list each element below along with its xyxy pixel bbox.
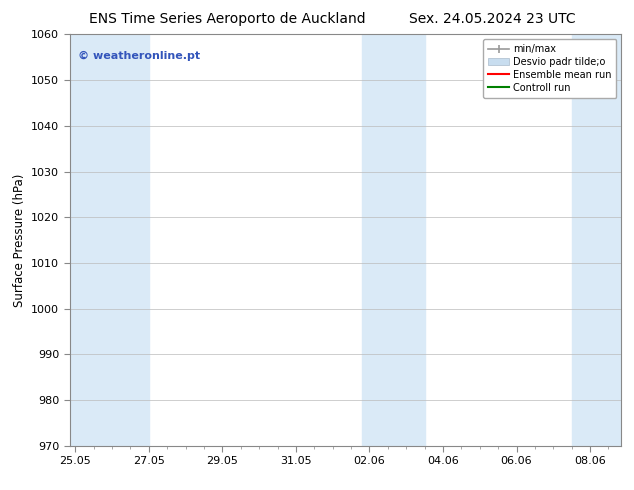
Bar	[70, 34, 149, 446]
Y-axis label: Surface Pressure (hPa): Surface Pressure (hPa)	[13, 173, 25, 307]
Bar	[362, 34, 425, 446]
Legend: min/max, Desvio padr tilde;o, Ensemble mean run, Controll run: min/max, Desvio padr tilde;o, Ensemble m…	[483, 39, 616, 98]
Text: Sex. 24.05.2024 23 UTC: Sex. 24.05.2024 23 UTC	[409, 12, 576, 26]
Text: ENS Time Series Aeroporto de Auckland: ENS Time Series Aeroporto de Auckland	[89, 12, 365, 26]
Bar	[572, 34, 621, 446]
Text: © weatheronline.pt: © weatheronline.pt	[78, 51, 200, 61]
